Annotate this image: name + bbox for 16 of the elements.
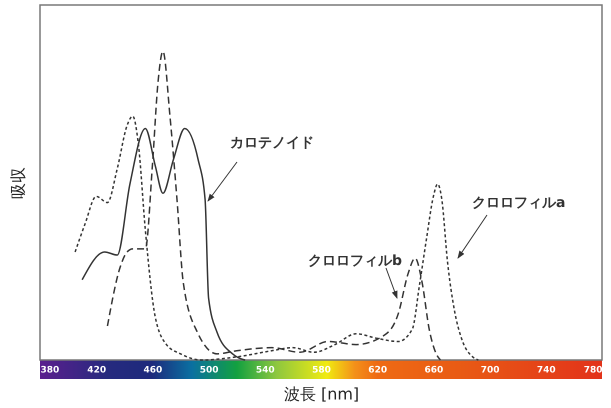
text: カロテノイド: [230, 135, 314, 151]
x-tick-label: 540: [256, 366, 275, 376]
text: クロロフィルa: [472, 195, 566, 211]
x-tick-label: 700: [480, 366, 500, 376]
x-axis-title: 波長 [nm]: [284, 384, 360, 404]
x-tick-label: 420: [87, 366, 106, 376]
x-tick-label: 460: [144, 366, 162, 376]
x-tick-label: 580: [312, 366, 331, 376]
x-tick-label: 740: [536, 366, 556, 376]
x-tick-label: 620: [368, 366, 388, 376]
y-axis-title: 吸収: [8, 167, 28, 199]
x-tick-label: 380: [40, 366, 60, 376]
x-tick-label: 500: [200, 366, 218, 376]
x-tick-label: 780: [584, 366, 602, 376]
series-label: クロロフィルb: [308, 253, 402, 269]
x-tick-label: 660: [424, 366, 444, 376]
